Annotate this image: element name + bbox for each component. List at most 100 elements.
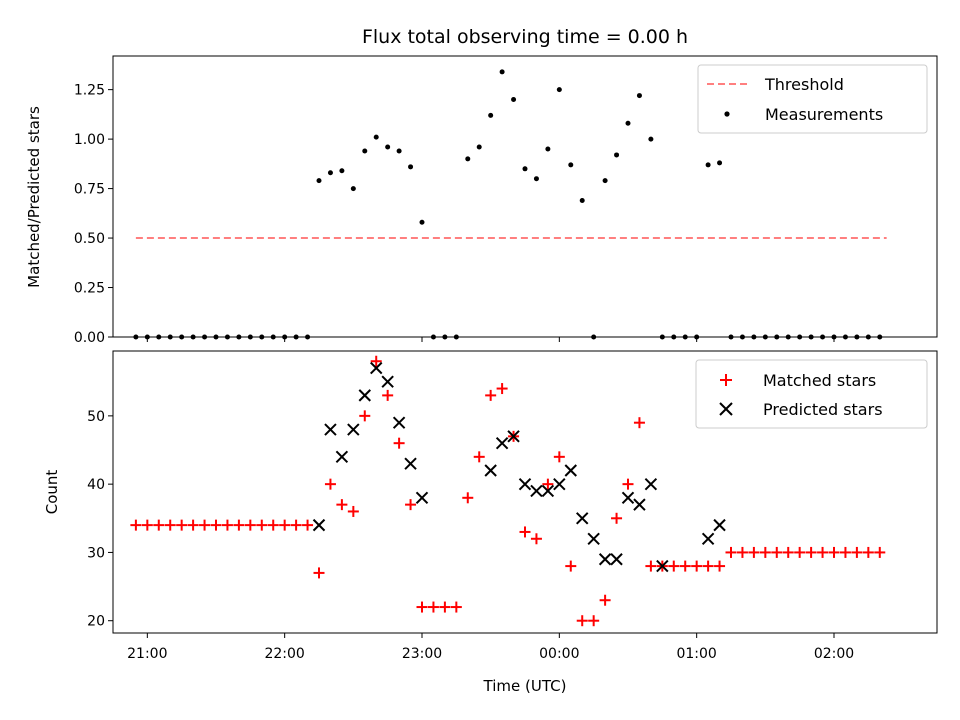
top-axes-frame	[112, 55, 938, 338]
matched-star-point	[530, 533, 542, 545]
matched-star-point	[141, 519, 153, 531]
matched-star-point	[714, 560, 726, 572]
predicted-star-point	[484, 464, 497, 477]
measurement-point	[488, 112, 494, 118]
legend-measurements-label: Measurements	[765, 105, 883, 124]
measurement-point	[556, 87, 562, 93]
matched-star-point	[450, 601, 462, 613]
matched-star-point	[817, 546, 829, 558]
matched-star-point	[199, 519, 211, 531]
measurement-point	[327, 170, 333, 176]
bottom-y-tick-label: 40	[87, 477, 105, 493]
matched-star-point	[416, 601, 428, 613]
matched-star-point	[565, 560, 577, 572]
predicted-star-point	[644, 477, 658, 491]
matched-star-point	[164, 519, 176, 531]
matched-star-point	[221, 519, 233, 531]
predicted-star-point	[564, 464, 577, 477]
top-y-axis-label: Matched/Predicted stars	[25, 106, 43, 288]
top-y-tick-label: 0.50	[74, 231, 105, 247]
bottom-y-axis-label: Count	[43, 470, 61, 515]
predicted-star-point	[587, 532, 600, 545]
matched-star-point	[302, 519, 314, 531]
matched-star-point	[519, 526, 531, 538]
bottom-marks	[130, 355, 886, 627]
matched-star-point	[382, 389, 394, 401]
matched-star-point	[439, 601, 451, 613]
predicted-star-point	[404, 457, 417, 470]
legend-measurements-swatch	[724, 111, 730, 117]
matched-star-point	[393, 437, 405, 449]
bottom-y-tick-label: 30	[87, 545, 105, 561]
matched-star-point	[645, 560, 657, 572]
predicted-star-point	[358, 389, 371, 402]
matched-star-point	[679, 560, 691, 572]
matched-star-point	[176, 519, 188, 531]
matched-star-point	[496, 383, 508, 395]
x-tick-label: 21:00	[127, 646, 167, 662]
measurement-point	[533, 176, 539, 182]
matched-star-point	[691, 560, 703, 572]
x-tick-label: 01:00	[676, 646, 716, 662]
predicted-star-point	[312, 518, 326, 532]
predicted-star-point	[576, 512, 589, 525]
matched-star-point	[725, 546, 737, 558]
measurement-point	[602, 178, 608, 184]
matched-star-point	[622, 478, 634, 490]
chart-title: Flux total observing time = 0.00 h	[362, 26, 688, 48]
matched-star-point	[485, 389, 497, 401]
measurement-point	[350, 186, 356, 192]
measurement-point	[465, 156, 471, 162]
measurement-point	[648, 136, 654, 142]
measurement-point	[511, 97, 517, 103]
top-y-tick-label: 1.00	[74, 132, 105, 148]
matched-star-point	[279, 519, 291, 531]
top-y-tick-label: 0.75	[74, 182, 105, 198]
predicted-star-point	[381, 375, 394, 388]
matched-star-point	[542, 478, 554, 490]
measurement-point	[499, 69, 505, 75]
matched-star-point	[130, 519, 142, 531]
top-y-tick-label: 0.25	[74, 281, 105, 297]
matched-star-point	[405, 499, 417, 511]
measurement-point	[316, 178, 322, 184]
matched-star-point	[473, 451, 485, 463]
predicted-star-point	[495, 436, 509, 450]
predicted-star-point	[610, 553, 623, 566]
matched-star-point	[588, 615, 600, 627]
predicted-star-point	[392, 416, 406, 429]
matched-star-point	[347, 505, 359, 517]
matched-star-point	[313, 567, 325, 579]
legend-threshold-label: Threshold	[764, 75, 844, 94]
matched-star-point	[828, 546, 840, 558]
measurement-point	[717, 160, 723, 166]
predicted-star-point	[621, 491, 635, 505]
predicted-star-point	[713, 518, 726, 532]
top-y-tick-label: 0.00	[74, 330, 105, 346]
matched-star-point	[805, 546, 817, 558]
measurement-point	[545, 146, 551, 152]
matched-star-point	[427, 601, 439, 613]
measurement-point	[636, 93, 642, 99]
measurement-point	[362, 148, 368, 154]
measurement-point	[385, 144, 391, 150]
predicted-star-point	[347, 423, 360, 436]
top-x-ticks	[146, 337, 835, 342]
x-tick-label: 02:00	[814, 646, 854, 662]
predicted-star-point	[598, 553, 612, 566]
predicted-star-point	[656, 559, 669, 573]
matched-star-point	[736, 546, 748, 558]
matched-star-point	[839, 546, 851, 558]
matched-star-point	[748, 546, 760, 558]
matched-star-point	[668, 560, 680, 572]
matched-star-point	[794, 546, 806, 558]
matched-star-point	[611, 512, 623, 524]
top-legend: Threshold Measurements	[697, 64, 928, 134]
measurement-point	[522, 166, 528, 172]
top-legend-box	[697, 64, 928, 134]
matched-star-point	[256, 519, 268, 531]
predicted-star-point	[553, 477, 566, 491]
bottom-legend-box	[695, 359, 928, 429]
matched-star-point	[553, 451, 565, 463]
